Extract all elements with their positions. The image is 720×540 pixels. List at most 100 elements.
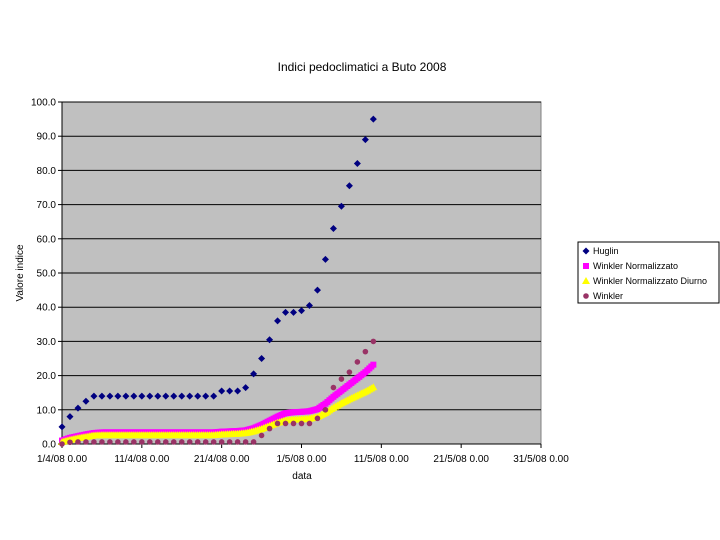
data-point <box>346 369 353 375</box>
data-point <box>290 420 297 427</box>
data-point <box>218 439 225 445</box>
legend: Huglin Winkler Normalizzato Winkler Normal… <box>577 241 720 304</box>
data-point <box>210 392 218 400</box>
data-point <box>58 423 66 431</box>
y-tick-label: 20.0 <box>37 371 57 382</box>
y-tick-label: 10.0 <box>37 405 57 416</box>
data-point <box>329 225 337 233</box>
data-point <box>353 160 361 168</box>
data-point <box>338 376 345 382</box>
data-point <box>98 392 106 400</box>
data-point <box>258 355 266 362</box>
data-point <box>210 439 217 445</box>
data-point <box>274 420 281 427</box>
series-winkler <box>59 338 377 447</box>
gridlines <box>62 101 541 411</box>
data-point <box>369 115 377 123</box>
data-point <box>250 439 257 445</box>
y-tick-label: 30.0 <box>37 337 57 348</box>
y-tick-label: 0.0 <box>42 440 56 451</box>
data-point <box>74 404 82 412</box>
legend-marker <box>583 293 589 299</box>
data-point <box>170 392 178 400</box>
data-point <box>130 392 138 400</box>
data-point <box>250 370 258 378</box>
data-point <box>242 439 249 445</box>
data-point <box>337 202 345 210</box>
data-point <box>66 413 74 421</box>
data-point <box>226 387 234 395</box>
data-point <box>186 439 193 445</box>
data-point <box>370 338 377 345</box>
x-tick-label: 1/5/08 0.00 <box>276 454 326 465</box>
data-point <box>298 307 305 315</box>
x-tick-label: 21/5/08 0.00 <box>433 454 489 465</box>
legend-item-winkler-normalizzato: Winkler Normalizzato <box>583 261 678 271</box>
chart-title: Indici pedoclimatici a Buto 2008 <box>278 60 447 74</box>
data-point <box>162 392 170 400</box>
y-tick-label: 70.0 <box>37 200 57 211</box>
legend-label: Winkler <box>593 291 623 301</box>
data-point <box>218 387 226 395</box>
legend-marker <box>583 263 589 269</box>
data-point <box>361 136 369 144</box>
data-point <box>290 308 298 316</box>
data-point <box>226 439 233 445</box>
legend-marker <box>582 277 590 284</box>
data-point <box>313 286 321 294</box>
data-point <box>298 420 305 427</box>
data-point <box>305 301 313 309</box>
legend-item-winkler-normalizzato-diurno: Winkler Normalizzato Diurno <box>582 276 707 286</box>
data-point <box>234 439 241 445</box>
data-series <box>58 115 378 447</box>
data-point <box>258 432 265 439</box>
data-point <box>131 439 137 445</box>
data-point <box>186 392 194 400</box>
legend-box <box>577 241 720 304</box>
data-point <box>345 182 353 190</box>
data-point <box>154 392 162 400</box>
data-point <box>138 392 146 400</box>
y-tick-label: 100.0 <box>31 98 56 109</box>
data-point <box>266 336 274 344</box>
data-point <box>146 392 154 400</box>
data-point <box>139 439 145 445</box>
data-point <box>274 317 282 325</box>
data-point <box>178 392 186 400</box>
data-point <box>82 397 90 405</box>
y-tick-label: 40.0 <box>37 303 57 314</box>
data-point <box>59 441 65 447</box>
data-point <box>202 439 209 445</box>
data-point <box>178 439 185 445</box>
data-point <box>162 439 169 445</box>
data-point <box>354 359 361 365</box>
data-point <box>202 392 210 400</box>
data-point <box>370 361 377 368</box>
y-axis-label: Valore indice <box>15 244 26 302</box>
data-point <box>91 439 97 445</box>
data-point <box>330 384 337 391</box>
data-point <box>107 439 113 445</box>
data-point <box>369 383 378 391</box>
data-point <box>75 439 81 445</box>
data-point <box>122 392 130 400</box>
data-point <box>194 439 201 445</box>
data-point <box>306 420 313 427</box>
legend-label: Huglin <box>593 246 619 256</box>
data-point <box>115 439 121 445</box>
data-point <box>322 407 329 413</box>
data-point <box>99 439 105 445</box>
y-tick-label: 50.0 <box>37 269 57 280</box>
x-axis-ticks: 1/4/08 0.00 11/4/08 0.00 21/4/08 0.00 1/5/0… <box>37 444 569 465</box>
data-point <box>362 348 369 355</box>
legend-marker <box>582 247 590 255</box>
data-point <box>147 439 153 445</box>
data-point <box>242 384 250 392</box>
x-tick-label: 1/4/08 0.00 <box>37 454 87 465</box>
x-tick-label: 11/4/08 0.00 <box>114 454 169 465</box>
data-point <box>114 392 122 400</box>
data-point <box>67 439 73 446</box>
data-point <box>194 392 202 400</box>
data-point <box>106 392 114 400</box>
